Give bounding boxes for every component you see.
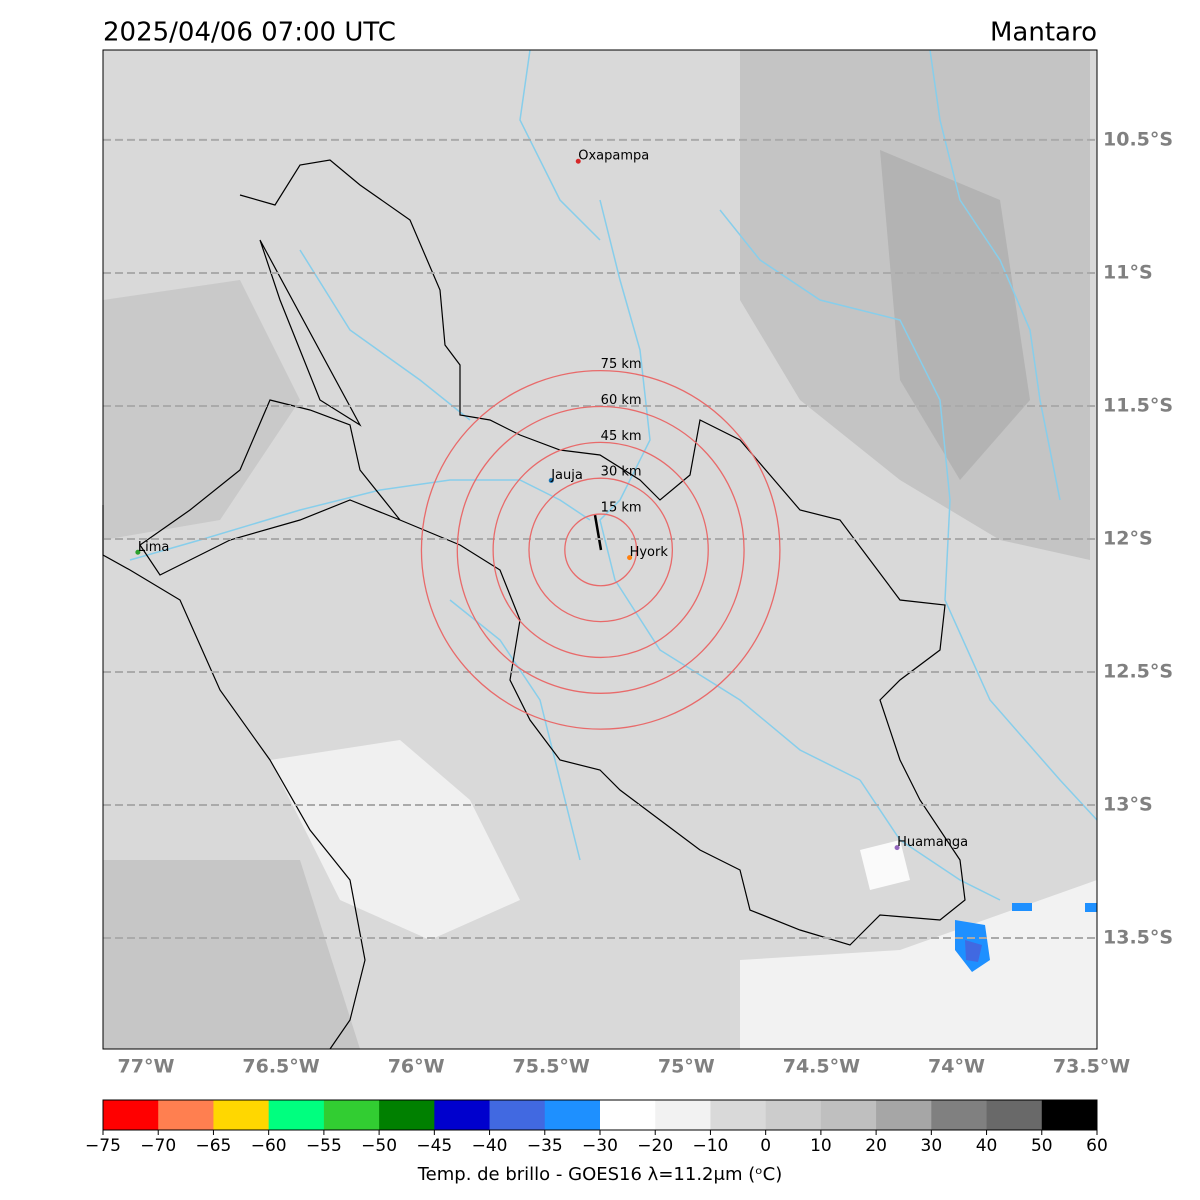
region: Mantaro	[990, 18, 1097, 48]
colorbar-label: Temp. de brillo - GOES16 λ=11.2μm (ᵒC)	[417, 1164, 783, 1185]
colorbar-tick-label: −70	[140, 1136, 176, 1156]
colorbar-segment	[213, 1100, 270, 1130]
map-frame	[102, 49, 1098, 1050]
map-background	[103, 50, 1097, 1049]
colorbar-segment	[323, 1100, 380, 1130]
lon-label: 75°W	[658, 1056, 715, 1078]
colorbar-segment	[1041, 1100, 1098, 1130]
colorbar-tick-label: −50	[361, 1136, 397, 1156]
colorbar-segment	[931, 1100, 988, 1130]
range-ring	[528, 477, 674, 623]
range-ring	[420, 370, 781, 730]
colorbar-tick-label: 30	[921, 1136, 943, 1156]
lon-label: 73.5°W	[1053, 1056, 1130, 1078]
colorbar-tick-label: −55	[306, 1136, 342, 1156]
colorbar-segment	[710, 1100, 767, 1130]
colorbar-tick-label: 50	[1031, 1136, 1053, 1156]
lat-label: 13.5°S	[1103, 927, 1173, 949]
colorbar-tick-label: −10	[692, 1136, 728, 1156]
range-ring	[456, 405, 745, 694]
graticule: 10.5°S 11°S 11.5°S 12°S 12.5°S 13°S 13.5°S 77°W…	[103, 128, 1173, 1078]
colorbar-segment	[655, 1100, 711, 1130]
basin-outline	[102, 159, 966, 1050]
lon-label: 75.5°W	[513, 1056, 590, 1078]
colorbar: −75 −70 −65 −60 −55 −50 −45 −40 −35 −30 −20 −10 0 10 2…	[85, 1099, 1108, 1156]
colorbar-tick-label: 40	[976, 1136, 998, 1156]
lat-label: 10.5°S	[1103, 128, 1173, 150]
place-label: Hyork	[630, 545, 669, 560]
colorbar-tick-label: −40	[472, 1136, 508, 1156]
range-ring	[492, 441, 709, 659]
colorbar-tick-label: −45	[416, 1136, 452, 1156]
range-ring	[564, 513, 638, 587]
colorbar-segment	[379, 1100, 435, 1130]
lon-label: 74.5°W	[783, 1056, 860, 1078]
colorbar-segment	[820, 1100, 877, 1130]
lat-label: 13°S	[1103, 794, 1153, 816]
lat-label: 12°S	[1103, 527, 1153, 549]
colorbar-segment	[876, 1100, 932, 1130]
colorbar-tick-label: −20	[637, 1136, 673, 1156]
ring-label: 60 km	[601, 393, 642, 408]
colorbar-segment	[158, 1100, 214, 1130]
lon-label: 76°W	[388, 1056, 445, 1078]
place-label: Huamanga	[897, 835, 968, 850]
lat-label: 11.5°S	[1103, 394, 1173, 416]
places: Oxapampa Jauja Hyork Lima Huamanga	[135, 149, 968, 851]
ring-label: 45 km	[601, 429, 642, 444]
place-label: Oxapampa	[578, 149, 649, 164]
colorbar-segment	[434, 1100, 491, 1130]
place-label: Lima	[138, 540, 169, 555]
colorbar-segment	[986, 1100, 1043, 1130]
colorbar-segment	[489, 1100, 546, 1130]
colorbar-segment	[268, 1100, 325, 1130]
place-label: Jauja	[550, 468, 583, 483]
colorbar-tick-label: −65	[195, 1136, 231, 1156]
colorbar-tick-label: 20	[865, 1136, 887, 1156]
place-marker	[627, 555, 633, 561]
colorbar-tick-label: −35	[527, 1136, 563, 1156]
colorbar-segment	[544, 1100, 601, 1130]
colorbar-tick-label: 0	[760, 1136, 771, 1156]
colorbar-tick-label: −60	[251, 1136, 287, 1156]
range-rings: 15 km 30 km 45 km 60 km 75 km	[420, 357, 781, 730]
place-marker	[135, 549, 141, 555]
ring-label: 75 km	[601, 357, 642, 372]
lon-label: 77°W	[118, 1056, 175, 1078]
colorbar-tick-label: 10	[810, 1136, 832, 1156]
colorbar-tick-label: −75	[85, 1136, 121, 1156]
ring-label: 30 km	[601, 465, 642, 480]
colorbar-segment	[600, 1100, 656, 1130]
ring-label: 15 km	[601, 501, 642, 516]
colorbar-segment	[765, 1100, 822, 1130]
lon-label: 76.5°W	[242, 1056, 319, 1078]
place-marker	[548, 477, 554, 483]
colorbar-segment	[103, 1100, 159, 1130]
lat-label: 11°S	[1103, 261, 1153, 283]
place-marker	[894, 845, 900, 851]
colorbar-tick-label: −30	[582, 1136, 618, 1156]
place-marker	[575, 158, 581, 164]
lon-label: 74°W	[928, 1056, 985, 1078]
title: 2025/04/06 07:00 UTC	[103, 18, 396, 48]
colorbar-tick-label: 60	[1086, 1136, 1108, 1156]
lat-label: 12.5°S	[1103, 661, 1173, 683]
